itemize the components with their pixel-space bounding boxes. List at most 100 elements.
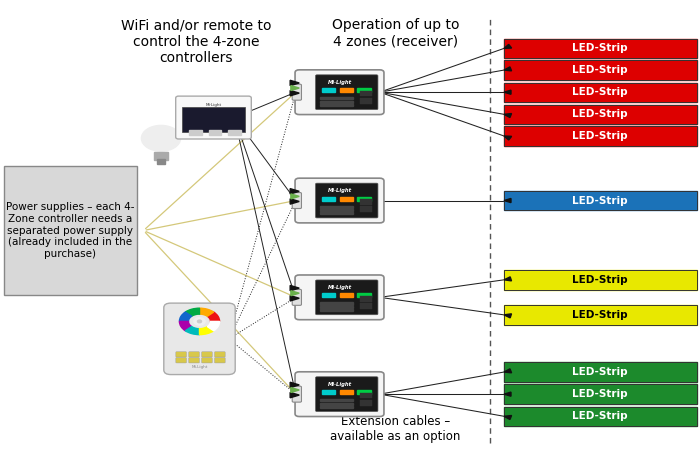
Polygon shape [290,90,300,96]
FancyBboxPatch shape [176,358,186,363]
Text: LED-Strip: LED-Strip [573,310,628,320]
Wedge shape [207,321,220,331]
Text: LED-Strip: LED-Strip [573,87,628,97]
Bar [322,390,335,394]
Bar [189,130,202,135]
Bar [360,392,372,398]
Bar [228,130,241,135]
FancyBboxPatch shape [176,352,186,357]
Bar [322,196,335,201]
Text: LED-Strip: LED-Strip [573,43,628,53]
Text: LED-Strip: LED-Strip [573,275,628,285]
Circle shape [194,318,205,325]
Wedge shape [179,312,192,321]
FancyBboxPatch shape [292,290,302,305]
Bar [340,196,353,201]
Polygon shape [290,285,300,291]
Polygon shape [504,392,511,396]
Bar [504,83,696,102]
Bar [360,303,372,309]
Bar [320,402,353,405]
Bar [320,206,353,208]
Wedge shape [199,308,213,316]
Bar [504,362,696,382]
Bar [504,60,696,80]
Text: Operation of up to
4 zones (receiver): Operation of up to 4 zones (receiver) [332,18,459,49]
Text: Extension cables –
available as an option: Extension cables – available as an optio… [330,414,461,443]
Bar [358,390,370,394]
Text: LED-Strip: LED-Strip [573,131,628,141]
Text: Power supplies – each 4-
Zone controller needs a
separated power supply
(already: Power supplies – each 4- Zone controller… [6,202,134,259]
FancyBboxPatch shape [316,280,378,315]
Circle shape [197,320,202,323]
Bar [504,60,696,80]
Text: LED-Strip: LED-Strip [573,389,628,399]
Bar [504,270,696,290]
Bar [154,152,168,160]
FancyBboxPatch shape [182,107,245,132]
Wedge shape [199,326,213,335]
FancyBboxPatch shape [295,275,384,320]
Polygon shape [504,136,512,140]
FancyBboxPatch shape [295,178,384,223]
Polygon shape [290,392,300,398]
Polygon shape [504,314,512,318]
Text: Mi·Light: Mi·Light [205,103,222,107]
Polygon shape [290,382,300,388]
FancyBboxPatch shape [215,358,225,363]
Bar [320,406,353,408]
Polygon shape [290,296,300,301]
Polygon shape [504,199,511,203]
FancyBboxPatch shape [176,96,251,139]
Bar [360,98,372,104]
Polygon shape [290,80,300,86]
Polygon shape [290,291,300,296]
Bar [320,309,353,311]
Text: Mi-Light: Mi-Light [191,365,208,368]
FancyBboxPatch shape [316,75,378,110]
Polygon shape [290,388,300,392]
Bar [340,88,353,92]
Bar [320,399,353,402]
Polygon shape [504,277,512,281]
Bar [504,407,696,426]
Bar [320,97,353,100]
Bar [504,407,696,426]
Text: Mi·Light: Mi·Light [328,80,351,85]
Polygon shape [504,67,512,71]
Bar [358,88,370,92]
Polygon shape [290,199,300,204]
FancyBboxPatch shape [295,372,384,417]
Polygon shape [290,86,300,90]
FancyBboxPatch shape [202,358,212,363]
Bar [504,384,696,404]
Bar [504,384,696,404]
Bar [320,302,353,305]
Bar [209,130,221,135]
Bar [504,305,696,325]
Bar [322,88,335,92]
FancyBboxPatch shape [292,193,302,208]
Circle shape [141,125,181,151]
FancyBboxPatch shape [202,352,212,357]
Polygon shape [504,44,512,48]
Polygon shape [290,189,300,194]
FancyBboxPatch shape [316,377,378,412]
Text: Mi·Light: Mi·Light [328,188,351,193]
Bar [340,390,353,394]
Bar [504,362,696,382]
Bar [360,400,372,406]
Bar [504,39,696,58]
Wedge shape [179,321,192,331]
FancyBboxPatch shape [4,166,136,295]
Bar [504,105,696,124]
Bar [504,126,696,146]
Polygon shape [504,369,512,373]
Bar [358,293,370,297]
Text: LED-Strip: LED-Strip [573,195,628,206]
Bar [157,159,165,164]
Text: Mi·Light: Mi·Light [328,285,351,290]
Text: WiFi and/or remote to
control the 4-zone
controllers: WiFi and/or remote to control the 4-zone… [121,18,272,65]
Bar [504,270,696,290]
Wedge shape [186,326,199,335]
